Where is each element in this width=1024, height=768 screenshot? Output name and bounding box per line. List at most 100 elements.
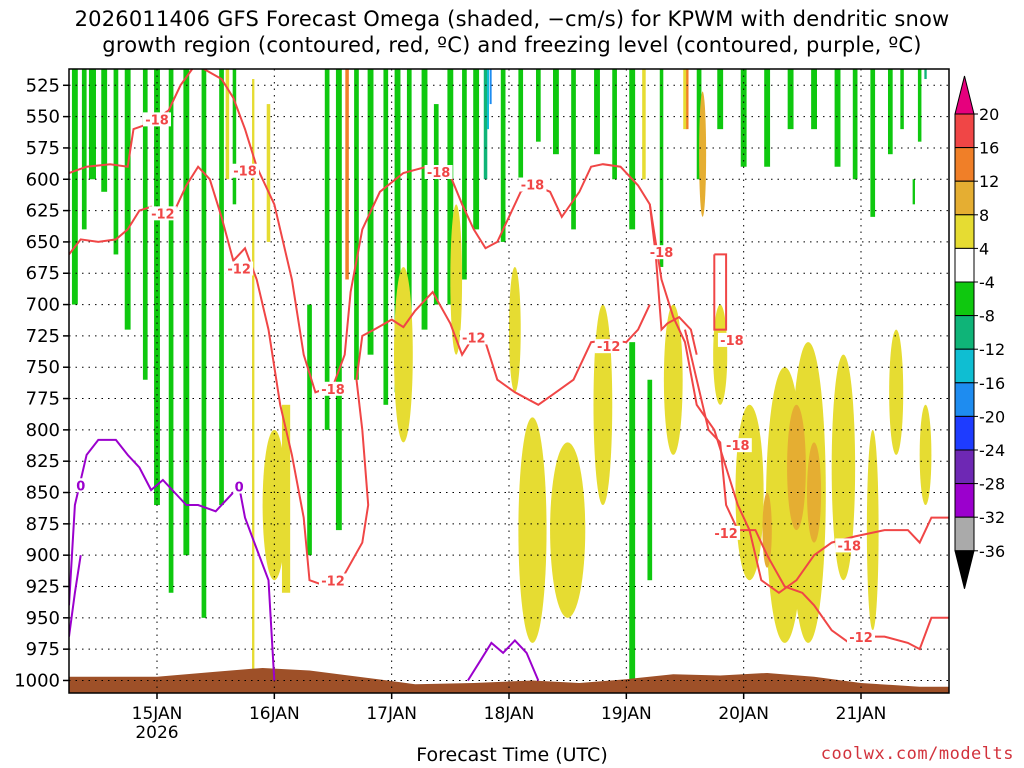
colorbar-segment bbox=[954, 382, 975, 417]
omega-band bbox=[447, 69, 454, 305]
freezing-level-contour bbox=[69, 438, 276, 681]
grid-lines bbox=[69, 69, 949, 693]
x-axis: 15JAN 16JAN 17JAN 18JAN 19JAN 20JAN 21JAN 2026 bbox=[132, 693, 887, 743]
dgz-contour-label: -18 bbox=[726, 439, 750, 454]
omega-upward-blob bbox=[919, 404, 932, 506]
y-tick-label: 625 bbox=[26, 201, 60, 222]
omega-upward-core bbox=[807, 442, 822, 543]
omega-band bbox=[900, 69, 904, 130]
omega-band bbox=[686, 69, 689, 130]
y-tick-label: 675 bbox=[26, 263, 60, 284]
dgz-contour-label: -18 bbox=[720, 334, 744, 349]
x-tick-label: 21JAN bbox=[836, 704, 887, 724]
y-tick-label: 825 bbox=[26, 451, 60, 472]
chart-title-line1: 2026011406 GFS Forecast Omega (shaded, −… bbox=[74, 7, 950, 31]
omega-upward-blob bbox=[593, 304, 613, 506]
omega-band bbox=[487, 69, 489, 130]
ground-terrain bbox=[69, 667, 949, 693]
omega-band bbox=[917, 69, 922, 142]
y-tick-label: 525 bbox=[26, 75, 60, 96]
dgz-contour-label-bg bbox=[319, 381, 347, 396]
omega-band bbox=[764, 69, 771, 167]
dgz-contour-label-bg bbox=[717, 332, 746, 347]
colorbar-segment bbox=[954, 281, 975, 317]
dgz-contour-label: -12 bbox=[151, 207, 175, 222]
omega-upward-blob bbox=[866, 429, 879, 631]
dgz-contour-label-bg bbox=[712, 525, 741, 540]
dgz-contour-label: -12 bbox=[849, 631, 873, 646]
omega-band bbox=[629, 69, 636, 230]
colorbar-segment bbox=[954, 348, 975, 384]
freezing-contour-label: 0 bbox=[76, 479, 85, 494]
omega-upward-blob bbox=[518, 417, 547, 643]
colorbar: 20 16 12 8 4 -4 -8 -12 -16 -20 -24 -28 -32 -36 bbox=[954, 75, 1005, 589]
y-tick-label: 700 bbox=[26, 295, 60, 316]
omega-band bbox=[335, 69, 342, 531]
y-tick-label: 600 bbox=[26, 169, 60, 190]
omega-band bbox=[354, 69, 359, 380]
omega-band bbox=[887, 69, 893, 155]
y-tick-label: 925 bbox=[26, 576, 60, 597]
colorbar-segment bbox=[954, 247, 975, 283]
omega-band bbox=[201, 69, 207, 618]
omega-band bbox=[383, 69, 389, 405]
omega-upward-core bbox=[787, 404, 806, 531]
omega-band bbox=[571, 69, 576, 230]
colorbar-label: -12 bbox=[979, 340, 1005, 359]
y-tick-label: 725 bbox=[26, 326, 60, 347]
dgz-contour-minus18 bbox=[69, 69, 194, 174]
x-axis-label: Forecast Time (UTC) bbox=[416, 744, 608, 766]
omega-band bbox=[113, 69, 119, 255]
dgz-contour-label: -12 bbox=[462, 331, 486, 346]
omega-band bbox=[394, 69, 401, 393]
omega-upward-blob bbox=[889, 329, 904, 455]
dgz-contour-label: -12 bbox=[227, 262, 251, 277]
freezing-level-contour-edge bbox=[69, 555, 82, 637]
dgz-contour-label-bg bbox=[723, 438, 752, 453]
omega-band bbox=[88, 69, 96, 180]
omega-band bbox=[518, 69, 524, 180]
omega-band bbox=[834, 69, 841, 167]
colorbar-segment bbox=[954, 147, 975, 182]
dgz-contour-label-bg bbox=[231, 163, 259, 178]
x-tick-label: 15JAN bbox=[132, 704, 183, 724]
y-tick-label: 975 bbox=[26, 639, 60, 660]
dgz-contour-label: -12 bbox=[321, 574, 345, 589]
omega-band bbox=[81, 69, 87, 230]
colorbar-label: 20 bbox=[979, 105, 999, 124]
contour-labels: -18 -18 -12 -12 -18 -12 -18 -12 -18 -12 -18 -18 -18 -… bbox=[74, 112, 875, 646]
freezing-contour-label: 0 bbox=[235, 481, 244, 496]
colorbar-label: -28 bbox=[979, 475, 1005, 494]
omega-band bbox=[553, 69, 559, 155]
colorbar-segment bbox=[954, 180, 975, 216]
y-tick-label: 650 bbox=[26, 232, 60, 253]
colorbar-label: 12 bbox=[979, 172, 999, 191]
colorbar-segment bbox=[954, 113, 975, 149]
omega-band bbox=[324, 69, 330, 430]
omega-band bbox=[124, 69, 131, 330]
colorbar-segment bbox=[954, 415, 975, 451]
omega-band bbox=[852, 69, 858, 180]
omega-band bbox=[489, 69, 492, 105]
credit-link[interactable]: coolwx.com/modelts bbox=[820, 744, 1014, 764]
dgz-contour-label: -18 bbox=[650, 246, 674, 261]
freezing-contour-label-bg bbox=[233, 479, 246, 494]
y-tick-label: 850 bbox=[26, 483, 60, 504]
y-tick-label: 875 bbox=[26, 514, 60, 535]
omega-band bbox=[252, 79, 255, 681]
dgz-contour-label-bg bbox=[835, 538, 864, 553]
omega-band bbox=[535, 69, 541, 142]
omega-band bbox=[219, 69, 224, 506]
omega-band bbox=[612, 69, 617, 180]
omega-band bbox=[142, 69, 148, 380]
colorbar-label: -24 bbox=[979, 441, 1005, 460]
colorbar-label: -16 bbox=[979, 374, 1005, 393]
dgz-contour-label-bg bbox=[424, 165, 453, 179]
omega-band bbox=[473, 69, 480, 230]
y-tick-label: 775 bbox=[26, 389, 60, 410]
x-tick-label: 16JAN bbox=[249, 704, 300, 724]
dgz-contour-label-bg bbox=[225, 261, 254, 276]
omega-band bbox=[225, 69, 230, 180]
omega-band bbox=[345, 69, 349, 280]
omega-band bbox=[462, 69, 467, 280]
